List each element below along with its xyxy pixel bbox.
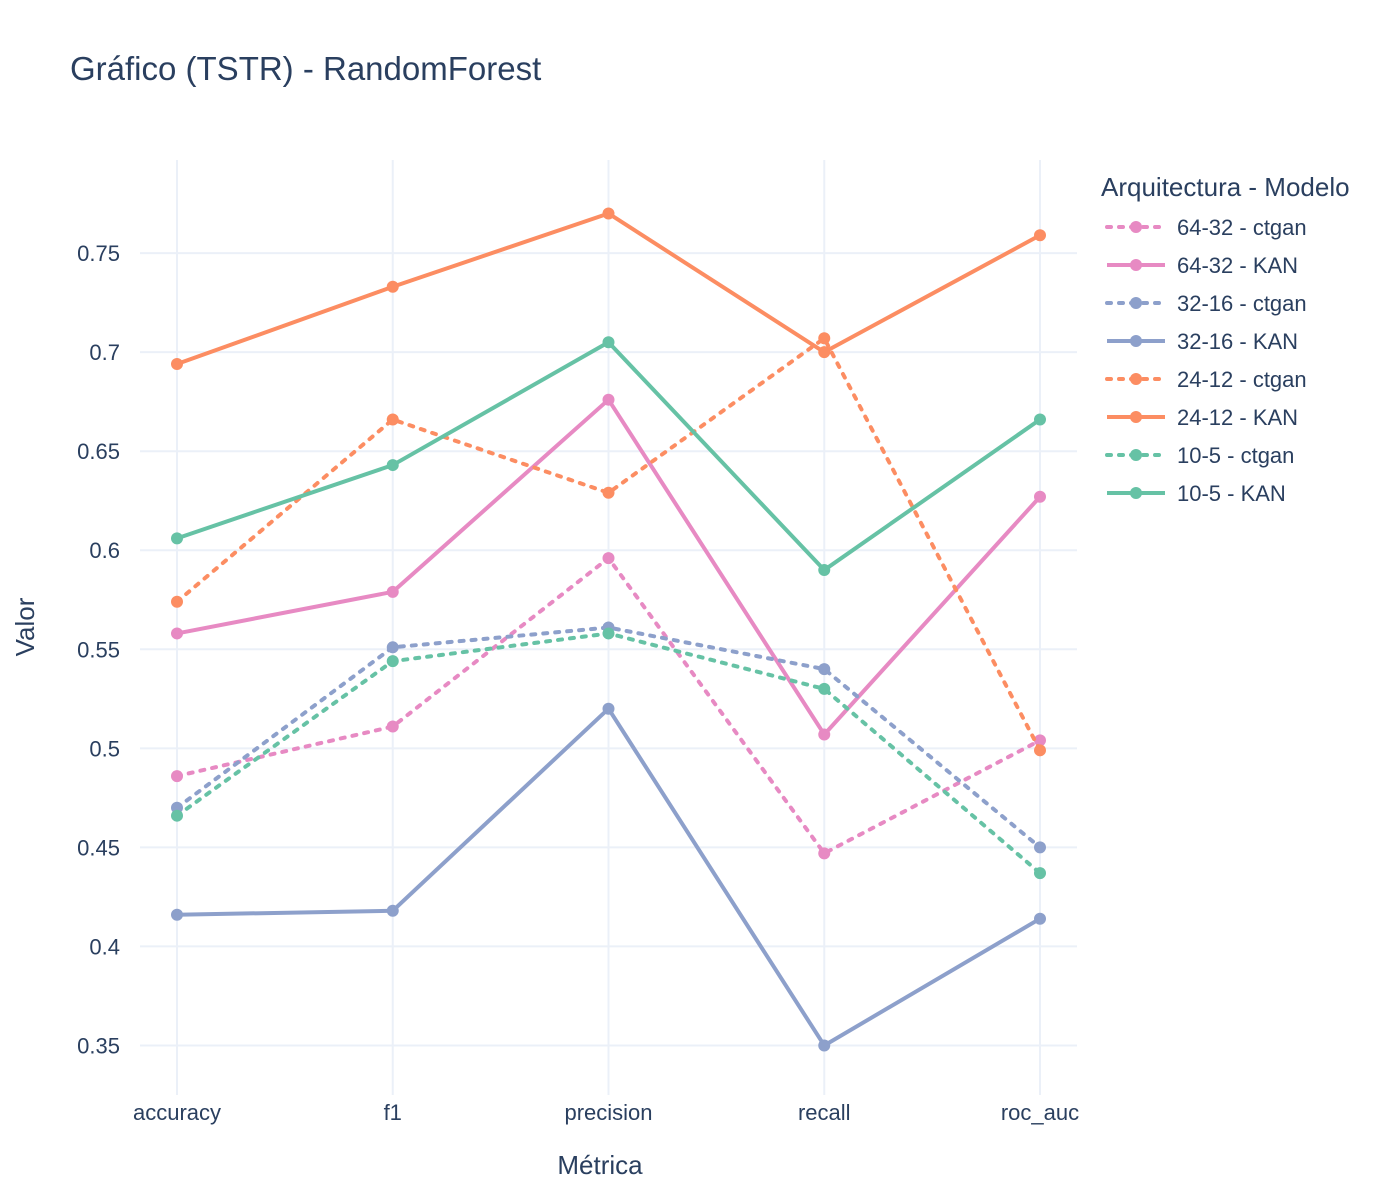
data-point[interactable] bbox=[386, 904, 399, 917]
legend-marker bbox=[1130, 373, 1142, 385]
data-point[interactable] bbox=[386, 655, 399, 668]
y-tick-label: 0.65 bbox=[77, 439, 120, 464]
legend-label: 24-12 - KAN bbox=[1177, 405, 1298, 430]
data-point[interactable] bbox=[602, 702, 615, 715]
y-tick-label: 0.55 bbox=[77, 637, 120, 662]
legend-title: Arquitectura - Modelo bbox=[1101, 172, 1350, 202]
y-tick-label: 0.75 bbox=[77, 241, 120, 266]
legend-label: 24-12 - ctgan bbox=[1177, 367, 1307, 392]
data-point[interactable] bbox=[171, 358, 183, 371]
data-point[interactable] bbox=[818, 728, 831, 741]
data-point[interactable] bbox=[171, 908, 183, 921]
data-point[interactable] bbox=[602, 627, 615, 640]
data-point[interactable] bbox=[171, 770, 183, 783]
series-24-12-ctgan bbox=[171, 332, 1046, 757]
series-64-32-ctgan bbox=[171, 552, 1046, 860]
data-point[interactable] bbox=[386, 641, 399, 654]
x-axis-ticks: accuracy f1 precision recall roc_auc bbox=[133, 1100, 1079, 1125]
legend-marker bbox=[1130, 221, 1142, 233]
y-tick-label: 0.4 bbox=[89, 934, 120, 959]
data-point[interactable] bbox=[818, 564, 831, 577]
legend-item[interactable]: 32-16 - ctgan bbox=[1105, 291, 1307, 316]
legend-item[interactable]: 24-12 - KAN bbox=[1107, 405, 1298, 430]
data-point[interactable] bbox=[1034, 841, 1046, 854]
series-24-12-kan bbox=[171, 207, 1046, 371]
data-point[interactable] bbox=[818, 332, 831, 345]
y-tick-label: 0.35 bbox=[77, 1033, 120, 1058]
y-tick-label: 0.45 bbox=[77, 835, 120, 860]
data-point[interactable] bbox=[171, 627, 183, 640]
legend-label: 64-32 - KAN bbox=[1177, 253, 1298, 278]
x-tick-label: f1 bbox=[384, 1100, 402, 1125]
legend-label: 32-16 - ctgan bbox=[1177, 291, 1307, 316]
legend[interactable]: Arquitectura - Modelo 64-32 - ctgan64-32… bbox=[1101, 172, 1350, 506]
series-32-16-kan bbox=[171, 702, 1046, 1052]
data-point[interactable] bbox=[818, 346, 831, 359]
legend-label: 10-5 - ctgan bbox=[1177, 443, 1294, 468]
legend-item[interactable]: 10-5 - KAN bbox=[1107, 481, 1286, 506]
data-point[interactable] bbox=[602, 393, 615, 406]
legend-marker bbox=[1130, 297, 1142, 309]
y-tick-label: 0.5 bbox=[89, 736, 120, 761]
data-point[interactable] bbox=[602, 552, 615, 565]
data-point[interactable] bbox=[1034, 229, 1046, 242]
data-point[interactable] bbox=[386, 585, 399, 598]
x-tick-label: precision bbox=[564, 1100, 652, 1125]
series-10-5-ctgan bbox=[171, 627, 1046, 880]
legend-marker bbox=[1130, 259, 1142, 271]
data-point[interactable] bbox=[1034, 912, 1046, 925]
data-point[interactable] bbox=[818, 663, 831, 676]
y-axis-ticks: 0.35 0.4 0.45 0.5 0.55 0.6 0.65 0.7 0.75 bbox=[77, 241, 120, 1058]
data-point[interactable] bbox=[818, 1039, 831, 1052]
y-gridlines bbox=[140, 252, 1077, 1047]
data-point[interactable] bbox=[386, 280, 399, 293]
legend-label: 10-5 - KAN bbox=[1177, 481, 1286, 506]
legend-item[interactable]: 64-32 - ctgan bbox=[1105, 215, 1307, 240]
data-point[interactable] bbox=[171, 809, 183, 822]
data-point[interactable] bbox=[386, 720, 399, 733]
legend-marker bbox=[1130, 335, 1142, 347]
data-point[interactable] bbox=[602, 336, 615, 349]
y-tick-label: 0.7 bbox=[89, 340, 120, 365]
legend-marker bbox=[1130, 411, 1142, 423]
series-64-32-kan bbox=[171, 393, 1046, 741]
y-axis-title: Valor bbox=[10, 597, 40, 656]
data-point[interactable] bbox=[818, 682, 831, 695]
data-point[interactable] bbox=[171, 595, 183, 608]
legend-label: 64-32 - ctgan bbox=[1177, 215, 1307, 240]
legend-marker bbox=[1130, 449, 1142, 461]
data-point[interactable] bbox=[171, 532, 183, 545]
x-axis-title: Métrica bbox=[557, 1150, 643, 1180]
chart-title: Gráfico (TSTR) - RandomForest bbox=[70, 50, 541, 87]
legend-item[interactable]: 64-32 - KAN bbox=[1107, 253, 1298, 278]
x-tick-label: accuracy bbox=[133, 1100, 221, 1125]
legend-item[interactable]: 10-5 - ctgan bbox=[1105, 443, 1294, 468]
data-point[interactable] bbox=[602, 486, 615, 499]
legend-marker bbox=[1130, 487, 1142, 499]
data-point[interactable] bbox=[386, 413, 399, 426]
data-point[interactable] bbox=[386, 459, 399, 472]
legend-item[interactable]: 24-12 - ctgan bbox=[1105, 367, 1307, 392]
y-tick-label: 0.6 bbox=[89, 538, 120, 563]
legend-item[interactable]: 32-16 - KAN bbox=[1107, 329, 1298, 354]
data-point[interactable] bbox=[1034, 413, 1046, 426]
legend-items[interactable]: 64-32 - ctgan 64-32 - KAN 32-16 - ctgan 32-… bbox=[1105, 215, 1307, 506]
data-point[interactable] bbox=[602, 207, 615, 220]
data-point[interactable] bbox=[1034, 744, 1046, 757]
data-point[interactable] bbox=[1034, 734, 1046, 747]
data-point[interactable] bbox=[1034, 867, 1046, 880]
series-layer bbox=[171, 207, 1046, 1052]
series-10-5-kan bbox=[171, 336, 1046, 577]
x-tick-label: recall bbox=[798, 1100, 851, 1125]
data-point[interactable] bbox=[818, 847, 831, 860]
x-tick-label: roc_auc bbox=[1001, 1100, 1079, 1125]
data-point[interactable] bbox=[1034, 490, 1046, 503]
legend-label: 32-16 - KAN bbox=[1177, 329, 1298, 354]
